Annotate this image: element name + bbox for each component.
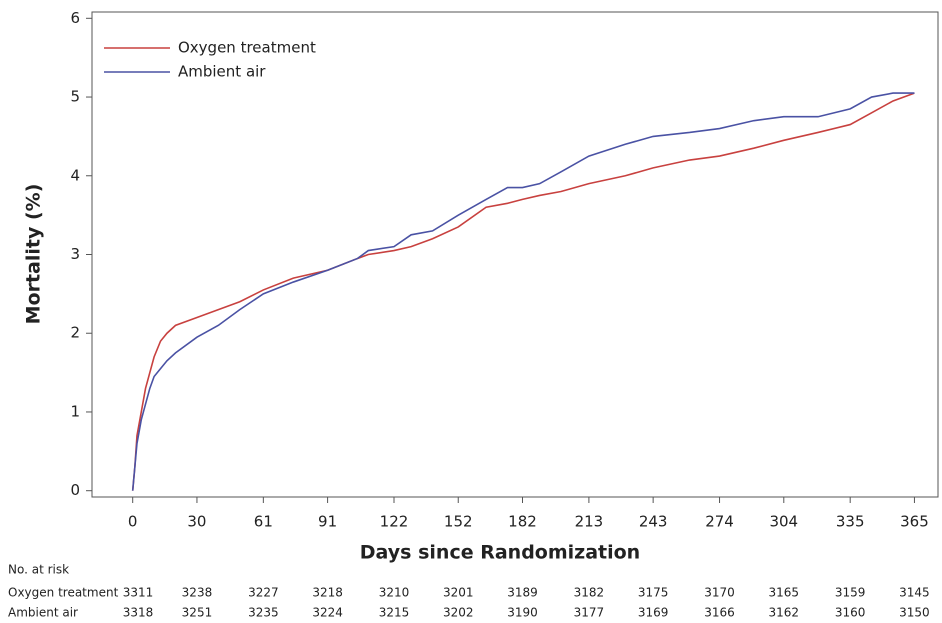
plot-frame (91, 11, 939, 498)
risk-count: 3190 (507, 606, 538, 620)
y-axis-title: Mortality (%) (23, 184, 45, 325)
y-tick-label: 0 (70, 481, 80, 499)
x-tick-label: 335 (836, 513, 865, 531)
x-tick-label: 182 (508, 513, 537, 531)
x-axis-title: Days since Randomization (360, 542, 640, 564)
risk-count: 3318 (123, 606, 154, 620)
risk-count: 3251 (182, 606, 213, 620)
risk-count: 3150 (899, 606, 930, 620)
risk-count: 3218 (312, 586, 343, 600)
x-tick-label: 122 (380, 513, 409, 531)
y-tick-label: 6 (70, 9, 80, 27)
risk-count: 3224 (312, 606, 343, 620)
x-tick-label: 243 (639, 513, 668, 531)
risk-table-title: No. at risk (8, 563, 69, 577)
y-tick-label: 3 (70, 245, 80, 263)
risk-count: 3238 (182, 586, 213, 600)
risk-count: 3201 (443, 586, 474, 600)
series-line (131, 92, 915, 491)
risk-row-label: Ambient air (8, 606, 78, 620)
x-tick-label: 213 (575, 513, 604, 531)
x-tick-label: 61 (254, 513, 273, 531)
x-tick-label: 274 (705, 513, 734, 531)
x-tick-label: 304 (769, 513, 798, 531)
risk-count: 3177 (574, 606, 605, 620)
series-line (131, 92, 915, 491)
risk-count: 3227 (248, 586, 279, 600)
x-tick-label: 152 (444, 513, 473, 531)
x-tick-label: 0 (128, 513, 138, 531)
legend-label: Oxygen treatment (178, 39, 316, 57)
risk-count: 3182 (574, 586, 605, 600)
legend-label: Ambient air (178, 63, 266, 81)
risk-count: 3145 (899, 586, 930, 600)
risk-count: 3215 (379, 606, 410, 620)
y-tick-label: 4 (70, 166, 80, 184)
risk-count: 3210 (379, 586, 410, 600)
risk-count: 3170 (704, 586, 735, 600)
risk-count: 3175 (638, 586, 669, 600)
x-tick-label: 30 (187, 513, 206, 531)
risk-count: 3165 (769, 586, 800, 600)
risk-count: 3169 (638, 606, 669, 620)
risk-count: 3235 (248, 606, 279, 620)
x-tick-label: 365 (900, 513, 929, 531)
risk-count: 3189 (507, 586, 538, 600)
y-tick-label: 2 (70, 324, 80, 342)
risk-count: 3311 (123, 586, 154, 600)
risk-count: 3159 (835, 586, 866, 600)
risk-count: 3162 (769, 606, 800, 620)
y-tick-label: 1 (70, 402, 80, 420)
y-tick-label: 5 (70, 88, 80, 106)
risk-count: 3202 (443, 606, 474, 620)
risk-row-label: Oxygen treatment (8, 586, 119, 600)
risk-count: 3160 (835, 606, 866, 620)
risk-count: 3166 (704, 606, 735, 620)
x-tick-label: 91 (318, 513, 337, 531)
